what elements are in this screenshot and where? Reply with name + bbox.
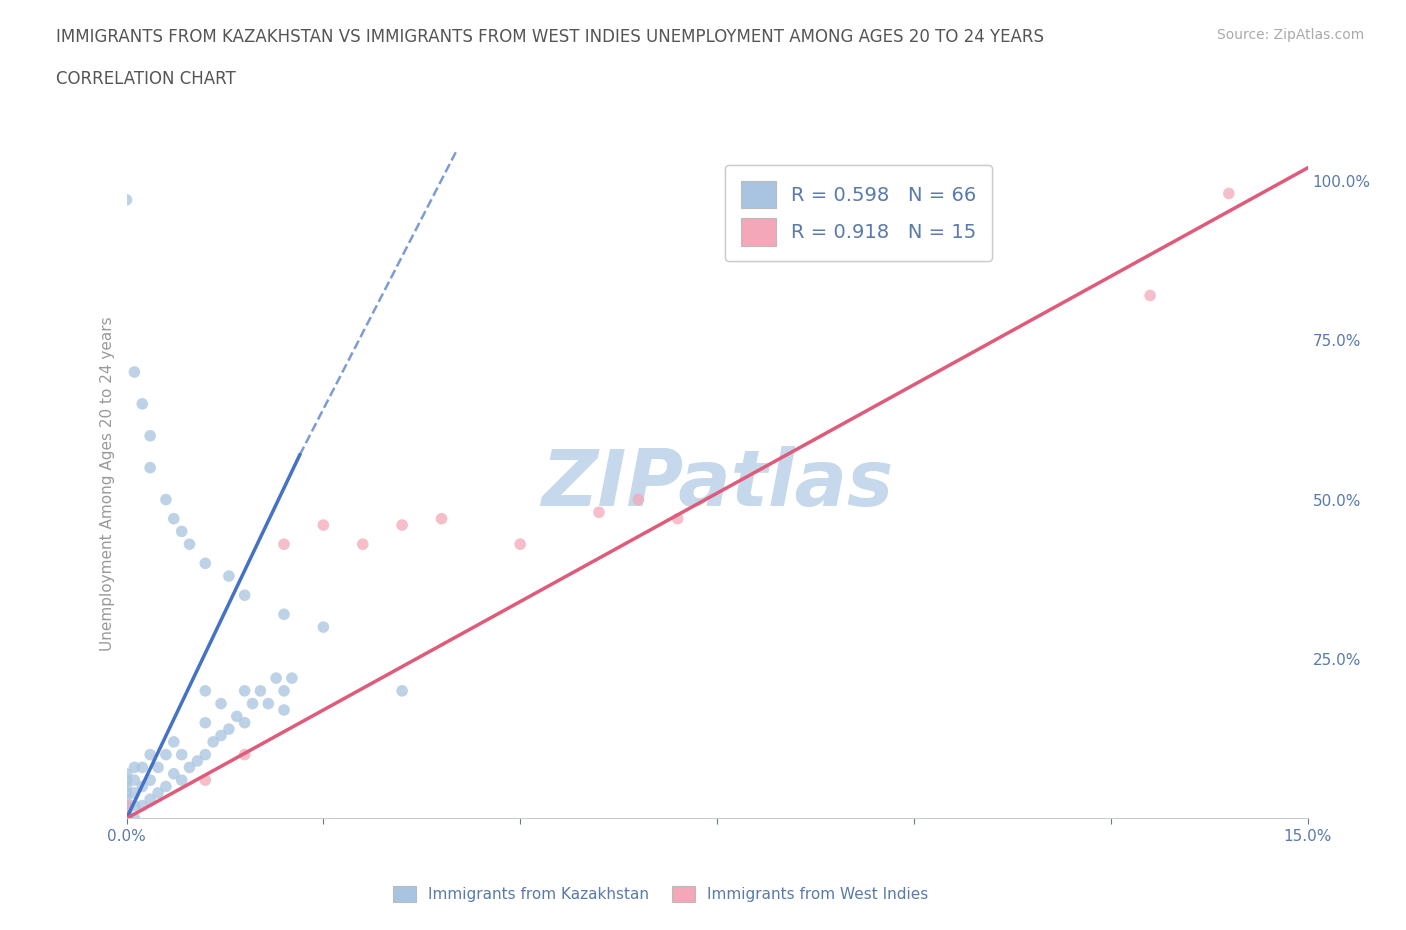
- Point: [312, 619, 335, 634]
- Point: [249, 684, 271, 698]
- Point: [209, 728, 232, 743]
- Text: Source: ZipAtlas.com: Source: ZipAtlas.com: [1216, 28, 1364, 42]
- Point: [179, 760, 201, 775]
- Point: [146, 786, 169, 801]
- Point: [391, 518, 413, 533]
- Point: [666, 512, 689, 526]
- Point: [588, 505, 610, 520]
- Point: [179, 537, 201, 551]
- Point: [124, 798, 146, 813]
- Legend: R = 0.598   N = 66, R = 0.918   N = 15: R = 0.598 N = 66, R = 0.918 N = 15: [725, 166, 993, 261]
- Point: [139, 747, 162, 762]
- Point: [233, 588, 256, 603]
- Point: [155, 779, 177, 794]
- Point: [194, 684, 217, 698]
- Point: [273, 702, 295, 717]
- Point: [194, 556, 217, 571]
- Point: [194, 747, 217, 762]
- Point: [115, 811, 138, 826]
- Point: [131, 779, 153, 794]
- Point: [115, 811, 138, 826]
- Point: [352, 537, 374, 551]
- Point: [264, 671, 287, 685]
- Point: [194, 715, 217, 730]
- Point: [115, 791, 138, 806]
- Point: [124, 760, 146, 775]
- Point: [115, 811, 138, 826]
- Point: [115, 773, 138, 788]
- Point: [186, 753, 208, 768]
- Point: [218, 568, 240, 583]
- Point: [1139, 288, 1161, 303]
- Point: [170, 524, 193, 538]
- Point: [233, 684, 256, 698]
- Point: [115, 811, 138, 826]
- Point: [170, 773, 193, 788]
- Point: [155, 747, 177, 762]
- Point: [218, 722, 240, 737]
- Point: [281, 671, 304, 685]
- Point: [1218, 186, 1240, 201]
- Point: [115, 811, 138, 826]
- Point: [115, 811, 138, 826]
- Text: ZIPatlas: ZIPatlas: [541, 445, 893, 522]
- Point: [115, 798, 138, 813]
- Point: [209, 697, 232, 711]
- Point: [139, 791, 162, 806]
- Point: [115, 766, 138, 781]
- Point: [139, 460, 162, 475]
- Point: [509, 537, 531, 551]
- Point: [115, 804, 138, 819]
- Y-axis label: Unemployment Among Ages 20 to 24 years: Unemployment Among Ages 20 to 24 years: [100, 316, 115, 651]
- Point: [115, 786, 138, 801]
- Point: [124, 365, 146, 379]
- Point: [124, 786, 146, 801]
- Point: [273, 684, 295, 698]
- Point: [430, 512, 453, 526]
- Point: [146, 760, 169, 775]
- Point: [115, 798, 138, 813]
- Point: [391, 684, 413, 698]
- Text: IMMIGRANTS FROM KAZAKHSTAN VS IMMIGRANTS FROM WEST INDIES UNEMPLOYMENT AMONG AGE: IMMIGRANTS FROM KAZAKHSTAN VS IMMIGRANTS…: [56, 28, 1045, 46]
- Point: [170, 747, 193, 762]
- Point: [627, 492, 650, 507]
- Point: [273, 607, 295, 622]
- Point: [131, 798, 153, 813]
- Point: [163, 766, 186, 781]
- Text: CORRELATION CHART: CORRELATION CHART: [56, 70, 236, 87]
- Point: [131, 396, 153, 411]
- Point: [242, 697, 264, 711]
- Point: [194, 773, 217, 788]
- Point: [115, 804, 138, 819]
- Point: [115, 193, 138, 207]
- Point: [124, 811, 146, 826]
- Point: [139, 429, 162, 444]
- Point: [233, 747, 256, 762]
- Point: [139, 773, 162, 788]
- Point: [131, 760, 153, 775]
- Point: [155, 492, 177, 507]
- Point: [257, 697, 280, 711]
- Point: [163, 512, 186, 526]
- Point: [273, 537, 295, 551]
- Point: [115, 779, 138, 794]
- Point: [202, 735, 225, 750]
- Point: [225, 709, 247, 724]
- Point: [124, 773, 146, 788]
- Point: [163, 735, 186, 750]
- Legend: Immigrants from Kazakhstan, Immigrants from West Indies: Immigrants from Kazakhstan, Immigrants f…: [387, 880, 935, 909]
- Point: [233, 715, 256, 730]
- Point: [312, 518, 335, 533]
